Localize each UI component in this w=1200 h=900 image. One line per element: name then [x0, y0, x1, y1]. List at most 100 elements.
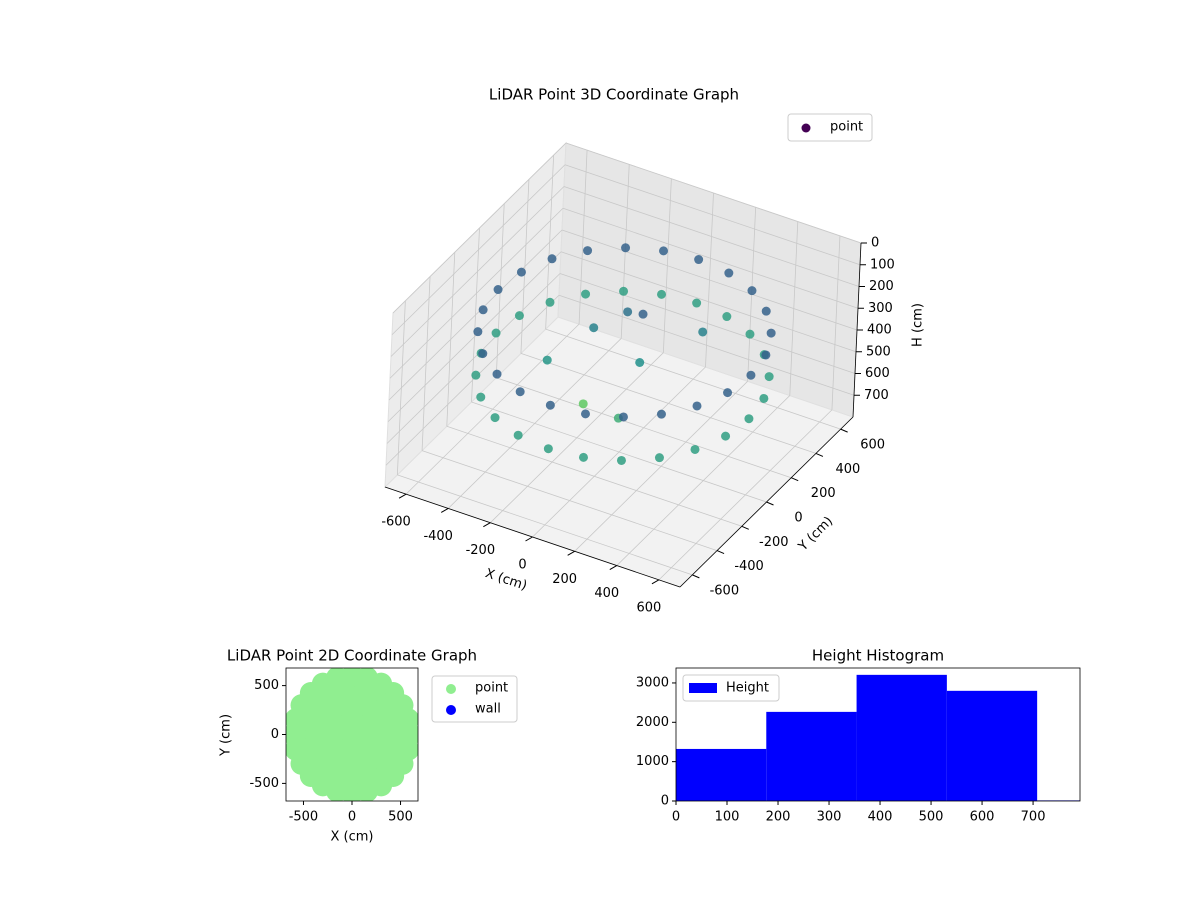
x-tick-label: 300: [817, 810, 842, 825]
x-tick-label: 500: [919, 810, 944, 825]
grid-line: [386, 273, 561, 444]
grid-line: [387, 251, 562, 423]
y-tick: [692, 574, 700, 579]
point: [516, 267, 526, 277]
y-tick-label: -400: [734, 559, 764, 574]
point: [721, 431, 731, 441]
point: [543, 444, 553, 454]
x-tick: [609, 565, 618, 571]
grid-line: [391, 164, 566, 336]
z-tick-label: 300: [868, 301, 893, 316]
point: [491, 328, 501, 338]
point: [473, 327, 483, 337]
x-tick-label: 0: [348, 810, 356, 825]
y-tick: [815, 452, 824, 457]
point: [542, 355, 552, 365]
legend-marker: [446, 684, 456, 694]
point: [766, 328, 776, 338]
x-tick-label: 0: [518, 558, 526, 573]
grid-line: [496, 377, 792, 479]
point: [478, 349, 488, 359]
y-tick: [840, 428, 848, 433]
grid-line: [397, 474, 693, 576]
x-tick-label: 600: [970, 810, 995, 825]
point: [635, 358, 645, 367]
point: [578, 399, 588, 409]
z-tick-label: 400: [867, 323, 892, 338]
point: [745, 329, 755, 339]
x-tick-label: 600: [637, 600, 662, 615]
x-tick-label: -500: [289, 810, 319, 825]
grid-line: [558, 294, 855, 396]
point: [659, 246, 669, 256]
grid-line: [562, 207, 859, 309]
legend-box: [787, 113, 873, 142]
point: [578, 452, 588, 462]
y-tick: [766, 501, 774, 506]
point: [621, 243, 631, 253]
x-tick-label: -400: [423, 529, 453, 544]
bar: [766, 711, 857, 801]
point: [722, 312, 732, 322]
grid-line: [520, 353, 817, 454]
grid-line: [559, 273, 856, 374]
legend-label: Height: [726, 681, 769, 696]
grid-line: [421, 450, 718, 551]
legend-swatch: [689, 683, 717, 693]
z-tick-label: 700: [864, 388, 889, 403]
x-tick: [440, 507, 449, 513]
chart-title: LiDAR Point 2D Coordinate Graph: [227, 647, 477, 665]
grid-line: [390, 186, 565, 357]
grid-line: [561, 229, 858, 331]
point: [692, 298, 702, 308]
point: [656, 409, 666, 419]
x-tick-label: -600: [381, 515, 411, 530]
y-tick-label: 2000: [636, 715, 669, 730]
x-tick-label: 400: [868, 810, 893, 825]
point: [616, 455, 626, 465]
grid-line: [471, 401, 767, 503]
point: [746, 370, 756, 380]
y-tick-label: 0: [271, 727, 279, 742]
z-tick-label: 500: [866, 344, 891, 359]
y-tick-label: 600: [860, 438, 885, 453]
x-tick-label: 500: [388, 810, 413, 825]
z-tick-label: 0: [871, 236, 879, 251]
point: [744, 414, 754, 424]
plot-area: [676, 674, 1080, 801]
y-tick-label: -600: [710, 583, 740, 598]
x-tick-label: 700: [1021, 810, 1046, 825]
y-tick-label: 1000: [636, 754, 669, 769]
axis-line: [384, 486, 681, 588]
point: [547, 254, 557, 264]
point: [478, 305, 488, 315]
legend-marker: [801, 123, 811, 133]
point: [545, 400, 555, 410]
point: [618, 412, 628, 422]
point: [580, 409, 590, 419]
x-tick: [483, 522, 491, 528]
axes-frame: [285, 667, 419, 802]
point: [764, 372, 774, 382]
grid-line: [388, 229, 563, 401]
point: [623, 307, 633, 317]
bar: [946, 690, 1038, 801]
x-tick: [567, 550, 575, 556]
y-tick-label: 0: [794, 511, 802, 526]
point: [759, 393, 769, 403]
y-tick: [716, 550, 725, 555]
point: [493, 285, 503, 295]
y-tick-label: -500: [249, 776, 279, 791]
bar: [856, 674, 947, 801]
point: [692, 401, 702, 411]
y-tick-label: -200: [759, 535, 789, 550]
grid-line: [385, 294, 560, 466]
point: [690, 444, 700, 454]
axis-line: [679, 416, 854, 588]
legend-marker: [446, 705, 456, 715]
point: [589, 323, 599, 333]
x-tick-label: 200: [552, 572, 577, 587]
y-tick-label: 200: [811, 486, 836, 501]
